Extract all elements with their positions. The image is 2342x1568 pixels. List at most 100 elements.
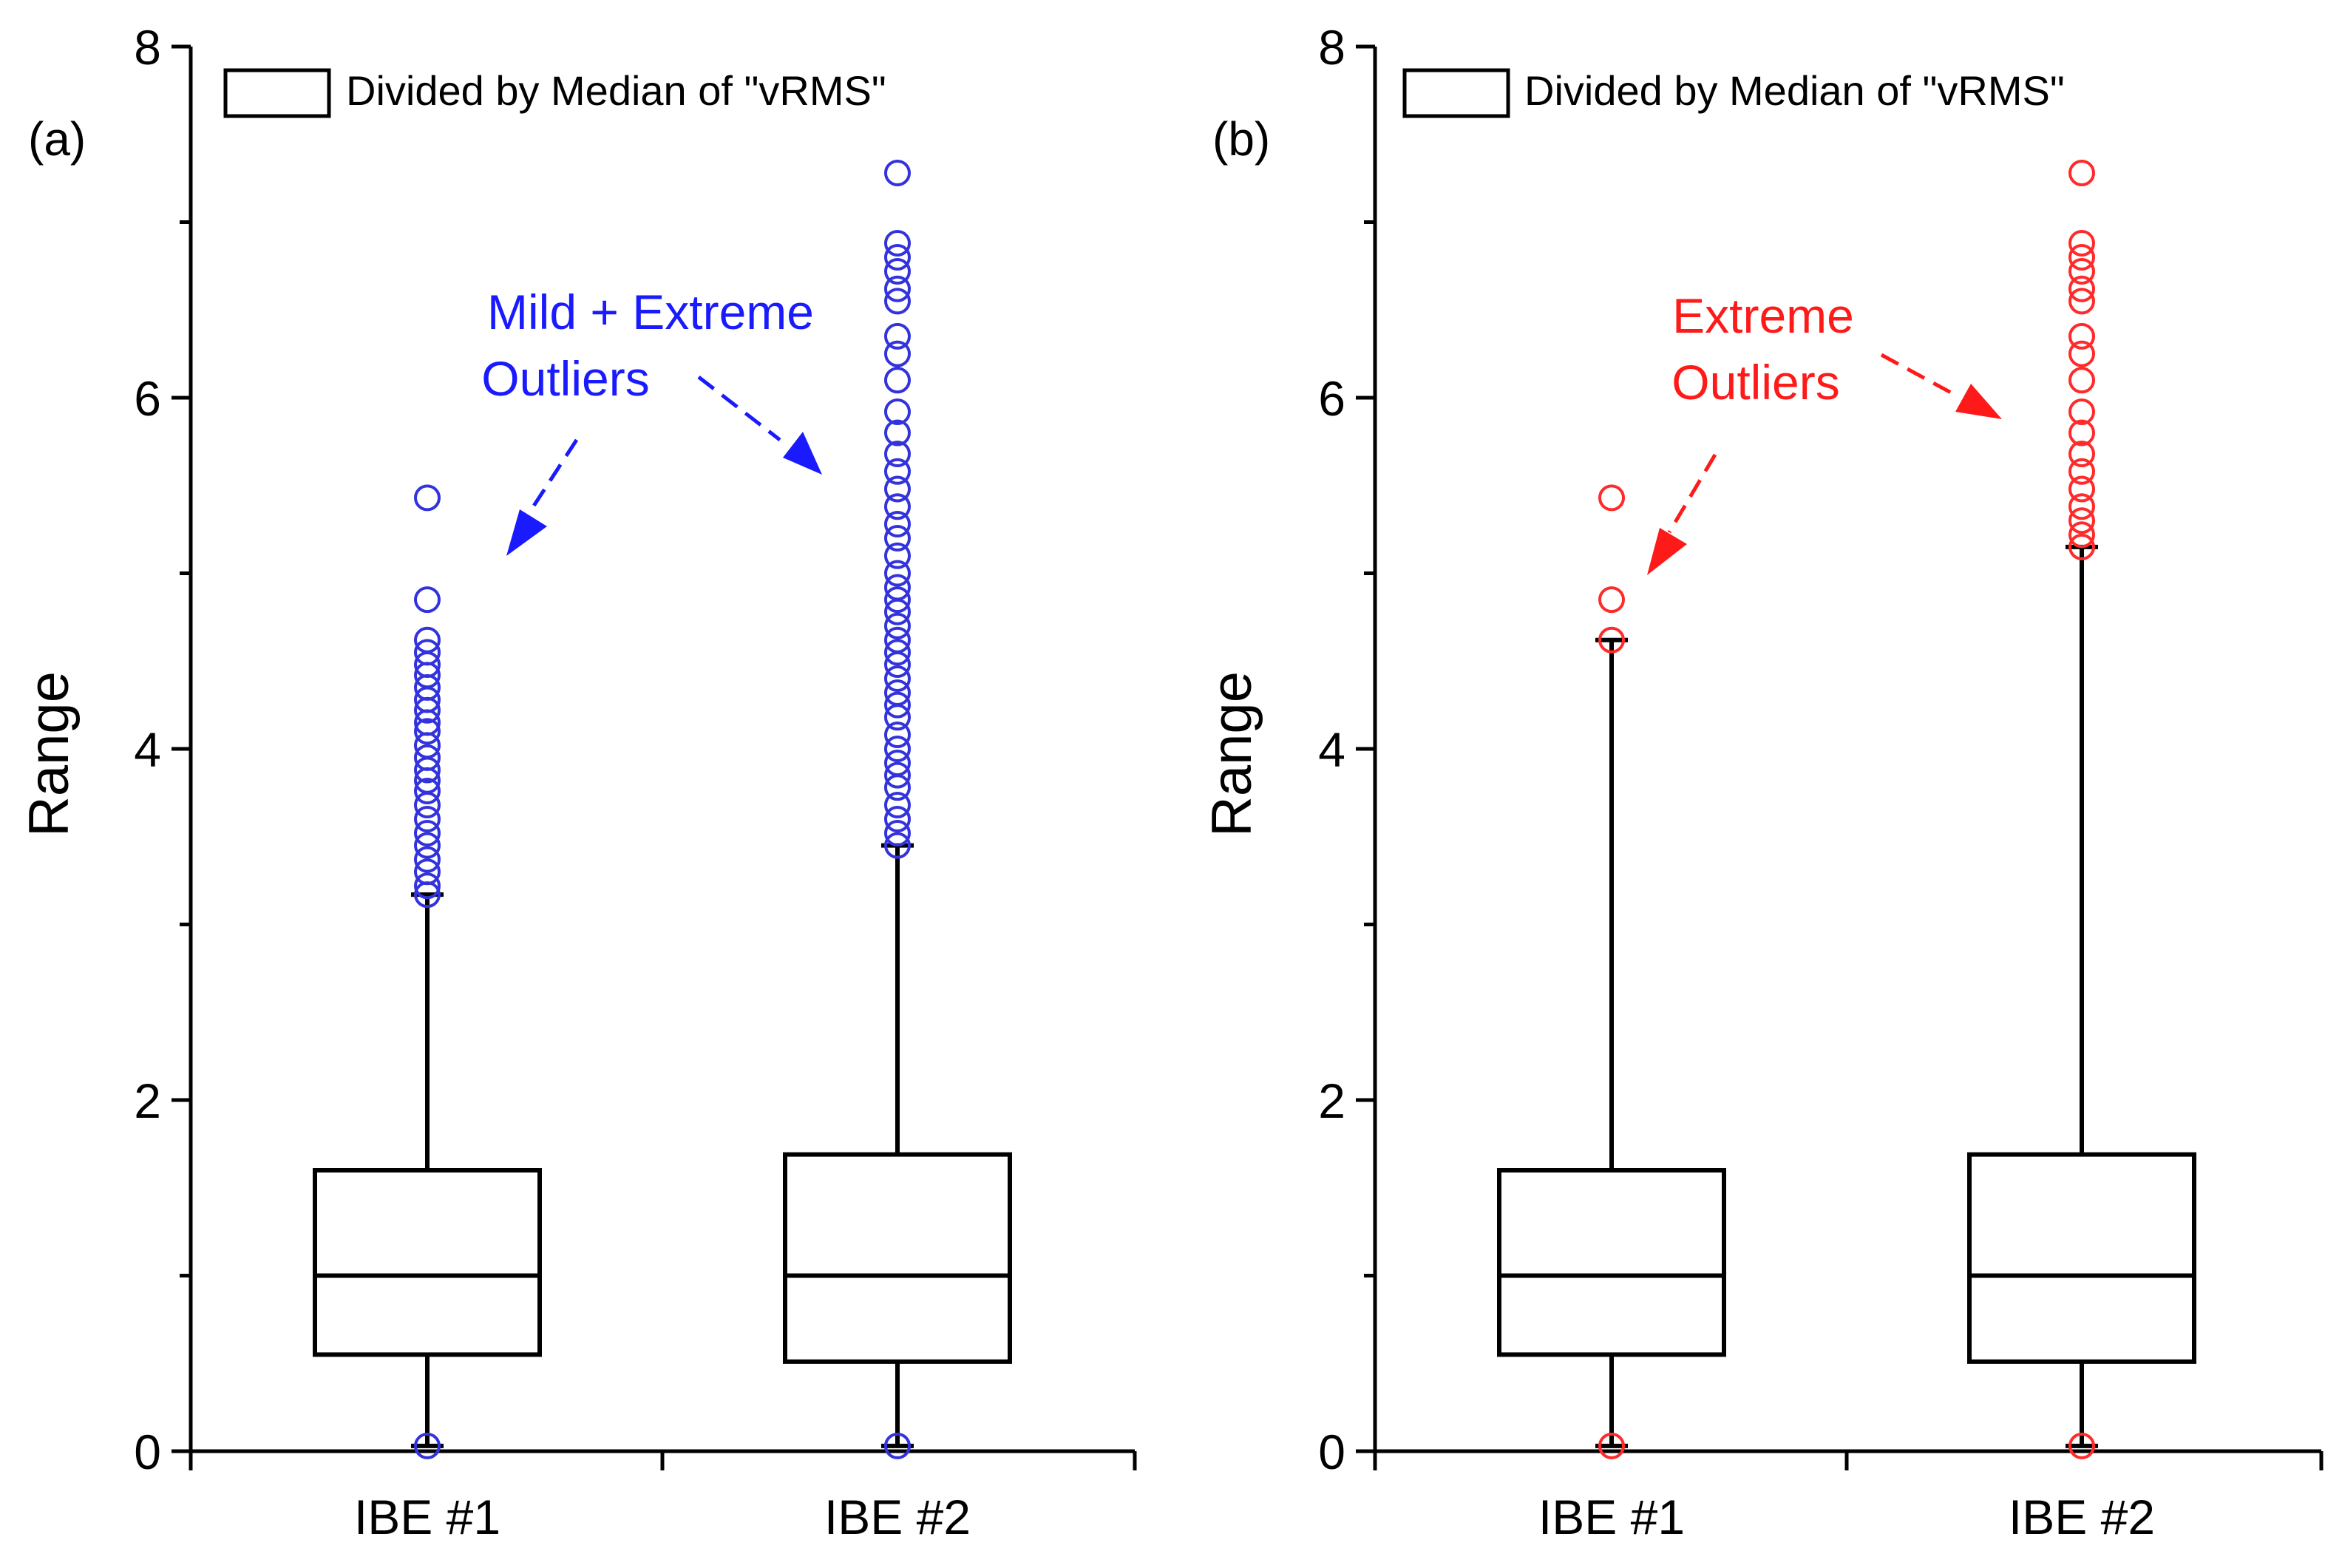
outlier-point — [884, 475, 911, 503]
annotation-line-2: Outliers — [1671, 355, 1839, 410]
panel-b: (b) Range Divided by Median of "vRMS" Ex… — [1201, 20, 2324, 1544]
annotation-arrowhead-left — [506, 509, 547, 556]
outlier-point — [884, 441, 911, 467]
box — [313, 1168, 542, 1357]
outlier-point — [414, 586, 441, 614]
annotation-arrow-right — [1880, 353, 1961, 399]
outlier-point — [2068, 398, 2095, 425]
legend-swatch — [223, 68, 331, 118]
outlier-point — [2068, 244, 2095, 271]
y-tick-label: 4 — [134, 722, 161, 777]
outlier-point — [884, 806, 911, 832]
outlier-point — [884, 832, 911, 859]
outlier-point — [884, 626, 911, 654]
outlier-point — [2068, 507, 2095, 534]
outlier-point — [1598, 484, 1625, 512]
box — [1967, 1152, 2196, 1364]
outlier-point — [414, 792, 441, 818]
y-tick-label: 6 — [1318, 371, 1345, 426]
annotation-arrowhead-right — [783, 432, 822, 475]
outlier-point — [2068, 160, 2095, 186]
panel-label: (a) — [28, 112, 86, 166]
annotation-arrowhead-left — [1647, 528, 1687, 575]
y-axis-label: Range — [1201, 671, 1263, 837]
outlier-point — [414, 832, 441, 859]
outlier-point — [884, 691, 911, 719]
x-tick-label: IBE #1 — [354, 1490, 500, 1544]
outlier-point — [884, 574, 911, 601]
outlier-point — [884, 761, 911, 789]
box — [783, 1152, 1012, 1364]
outlier-point — [884, 639, 911, 666]
outlier-point — [2068, 475, 2095, 503]
x-tick-label: IBE #1 — [1538, 1490, 1685, 1544]
y-tick-label: 0 — [1318, 1425, 1345, 1479]
outlier-point — [884, 1432, 911, 1459]
outlier-point — [884, 258, 911, 285]
outlier-point — [884, 340, 911, 367]
outlier-point — [414, 744, 441, 771]
outlier-point — [2068, 441, 2095, 467]
outlier-point — [884, 493, 911, 520]
outlier-point — [2068, 458, 2095, 485]
outlier-point — [884, 586, 911, 614]
outlier-annotation: Mild + Extreme Outliers — [481, 285, 814, 406]
annotation-arrows — [506, 376, 822, 556]
outlier-point — [884, 560, 911, 587]
annotation-arrow-left — [526, 438, 579, 515]
outlier-point — [414, 806, 441, 832]
x-tick-label: IBE #2 — [2009, 1490, 2155, 1544]
outlier-point — [414, 778, 441, 804]
legend-label: Divided by Median of "vRMS" — [1524, 67, 2065, 114]
outlier-annotation: Extreme Outliers — [1671, 288, 1854, 410]
outlier-point — [414, 484, 441, 512]
outlier-point — [884, 230, 911, 257]
outlier-point — [2068, 419, 2095, 447]
y-tick-label: 2 — [134, 1073, 161, 1128]
outlier-point — [2068, 230, 2095, 257]
annotation-line-1: Mild + Extreme — [487, 285, 814, 339]
box — [1497, 1168, 1726, 1357]
outlier-point — [884, 679, 911, 706]
annotation-arrow-right — [697, 376, 781, 441]
outlier-point — [414, 872, 441, 900]
y-tick-label: 4 — [1318, 722, 1345, 777]
annotation-arrow-left — [1667, 453, 1717, 534]
annotation-arrowhead-right — [1955, 384, 2002, 419]
outlier-point — [884, 458, 911, 485]
outlier-point — [2068, 288, 2095, 315]
outlier-point — [2068, 1432, 2095, 1459]
outlier-point — [2068, 340, 2095, 367]
y-tick-label: 2 — [1318, 1073, 1345, 1128]
outlier-point — [2068, 367, 2095, 394]
outlier-point — [884, 160, 911, 186]
outlier-point — [884, 820, 911, 846]
outlier-point — [414, 1432, 441, 1459]
outlier-point — [884, 288, 911, 315]
plot-area: 0 2 4 6 8 IBE #1 IBE #2 — [134, 20, 1137, 1544]
annotation-line-1: Extreme — [1672, 288, 1854, 343]
outlier-point — [884, 750, 911, 776]
y-tick-label: 0 — [134, 1425, 161, 1479]
outlier-point — [414, 639, 441, 666]
outlier-point — [884, 612, 911, 639]
outlier-point — [884, 322, 911, 350]
panel-label: (b) — [1212, 112, 1270, 166]
y-tick-label: 8 — [1318, 20, 1345, 75]
outlier-point — [884, 665, 911, 692]
plot-area: 0 2 4 6 8 IBE #1 IBE #2 — [1318, 20, 2324, 1544]
outlier-point — [884, 525, 911, 551]
outlier-point — [414, 626, 441, 654]
outlier-point — [414, 820, 441, 846]
panel-a: (a) Range Divided by Median of "vRMS" Mi… — [18, 20, 1137, 1544]
outlier-point — [884, 792, 911, 818]
outlier-point — [1598, 626, 1625, 654]
outlier-point — [414, 858, 441, 886]
legend-swatch — [1402, 68, 1510, 118]
outlier-point — [884, 736, 911, 762]
y-tick-label: 8 — [134, 20, 161, 75]
outlier-point — [884, 511, 911, 537]
outlier-point — [884, 419, 911, 447]
x-tick-label: IBE #2 — [824, 1490, 971, 1544]
